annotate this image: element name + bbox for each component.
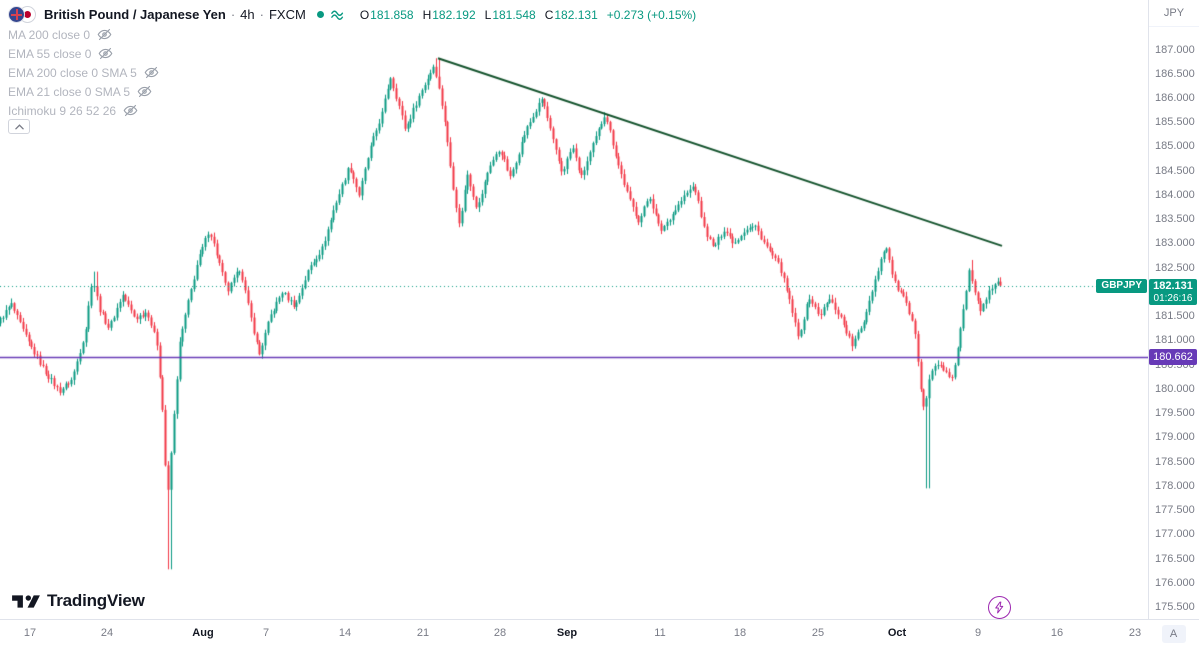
price-tick-label: 184.000 — [1155, 188, 1195, 201]
indicator-row[interactable]: EMA 21 close 0 SMA 5 — [8, 82, 159, 101]
ohlc-values: O181.858 H182.192 L181.548 C182.131 +0.2… — [360, 8, 696, 22]
time-tick-label: 11 — [654, 627, 666, 639]
lightning-trade-button[interactable] — [988, 596, 1011, 619]
time-tick-label: 21 — [416, 627, 430, 639]
price-tick-label: 183.000 — [1155, 237, 1195, 250]
low-value: L181.548 — [484, 7, 536, 22]
indicator-row[interactable]: EMA 55 close 0 — [8, 44, 159, 63]
time-tick-label: 14 — [338, 627, 352, 639]
eye-off-icon[interactable] — [137, 84, 152, 99]
change-value: +0.273 (+0.15%) — [606, 7, 697, 22]
price-tick-label: 180.000 — [1155, 382, 1195, 395]
separator: · — [230, 7, 236, 22]
symbol-price-label: GBPJPY — [1096, 278, 1147, 293]
price-tick-label: 179.500 — [1155, 407, 1195, 420]
price-tick-label: 177.000 — [1155, 528, 1195, 541]
symbol-header: British Pound / Japanese Yen · 4h · FXCM… — [8, 6, 696, 23]
indicator-label: EMA 55 close 0 — [8, 46, 92, 61]
open-value: O181.858 — [359, 7, 414, 22]
time-tick-label: 17 — [23, 627, 37, 639]
price-tick-label: 185.000 — [1155, 140, 1195, 153]
eye-off-icon[interactable] — [97, 27, 112, 42]
price-tick-label: 182.500 — [1155, 261, 1195, 274]
high-value: H182.192 — [422, 7, 476, 22]
indicator-row[interactable]: MA 200 close 0 — [8, 25, 159, 44]
price-tick-label: 183.500 — [1155, 213, 1195, 226]
legend-collapse-button[interactable] — [8, 119, 30, 134]
time-tick-label: Oct — [887, 627, 907, 639]
price-tick-label: 184.500 — [1155, 164, 1195, 177]
price-tick-label: 186.500 — [1155, 67, 1195, 80]
axis-settings-button[interactable]: A — [1161, 625, 1186, 643]
indicator-label: Ichimoku 9 26 52 26 — [8, 103, 117, 118]
bar-countdown: 01:26:16 — [1153, 292, 1193, 304]
price-tick-label: 181.000 — [1155, 334, 1195, 347]
time-tick-label: Aug — [192, 627, 214, 639]
price-tick-label: 175.500 — [1155, 601, 1195, 614]
indicator-row[interactable]: EMA 200 close 0 SMA 5 — [8, 63, 159, 82]
current-price-value: 182.131 — [1153, 279, 1193, 292]
timeframe-label[interactable]: 4h — [240, 7, 255, 22]
eye-off-icon[interactable] — [144, 65, 159, 80]
price-tick-label: 177.500 — [1155, 504, 1195, 517]
indicator-label: MA 200 close 0 — [8, 27, 91, 42]
separator: · — [259, 7, 264, 22]
price-tick-label: 178.500 — [1155, 455, 1195, 468]
close-value: C182.131 — [544, 7, 598, 22]
market-status-dot-icon — [316, 11, 324, 18]
price-tick-label: 185.500 — [1155, 116, 1195, 129]
lightning-bolt-icon — [995, 601, 1004, 614]
tradingview-mark-icon — [12, 594, 40, 608]
time-tick-label: 25 — [811, 627, 825, 639]
price-tick-label: 187.000 — [1155, 43, 1195, 56]
time-tick-label: 24 — [100, 627, 114, 639]
indicator-legend: MA 200 close 0 EMA 55 close 0 EMA 200 clos… — [8, 25, 159, 120]
time-axis[interactable]: 17 24 Aug 7 14 21 28 Sep 11 18 25 Oct 9 16 23 — [0, 619, 1148, 648]
indicator-label: EMA 200 close 0 SMA 5 — [8, 65, 137, 80]
chevron-up-icon — [14, 123, 24, 129]
price-tick-label: 176.000 — [1155, 576, 1195, 589]
eye-off-icon[interactable] — [123, 103, 138, 118]
current-price-badge: 182.131 01:26:16 — [1149, 278, 1197, 305]
tradingview-logo[interactable]: TradingView — [12, 591, 145, 611]
price-tick-label: 178.000 — [1155, 479, 1195, 492]
eye-off-icon[interactable] — [98, 46, 113, 61]
axis-corner: A — [1148, 619, 1199, 648]
price-tick-label: 186.000 — [1155, 92, 1195, 104]
time-tick-label: Sep — [556, 627, 578, 639]
time-tick-label: 7 — [262, 627, 270, 639]
price-tick-label: 176.500 — [1155, 552, 1195, 565]
currency-pair-icon — [8, 6, 36, 23]
time-tick-label: 18 — [733, 627, 747, 639]
exchange-label[interactable]: FXCM — [268, 7, 306, 22]
price-tick-label: 179.000 — [1155, 431, 1195, 444]
data-status-icon — [331, 9, 345, 21]
candlestick-chart[interactable] — [0, 0, 1148, 620]
price-level-badge: 180.662 — [1149, 348, 1197, 365]
tradingview-logo-text: TradingView — [47, 591, 145, 610]
time-tick-label: 23 — [1128, 627, 1142, 639]
time-tick-label: 28 — [493, 627, 507, 639]
symbol-title[interactable]: British Pound / Japanese Yen — [44, 7, 226, 22]
price-tick-label: 181.500 — [1155, 310, 1195, 323]
axis-currency-label: JPY — [1149, 7, 1199, 27]
time-tick-label: 16 — [1050, 627, 1064, 639]
time-tick-label: 9 — [974, 627, 982, 639]
price-axis[interactable]: JPY 187.000 186.500 186.000 185.500 185.000 1… — [1148, 0, 1199, 620]
indicator-label: EMA 21 close 0 SMA 5 — [8, 84, 131, 99]
gbp-flag-icon — [8, 6, 25, 23]
indicator-row[interactable]: Ichimoku 9 26 52 26 — [8, 101, 159, 120]
